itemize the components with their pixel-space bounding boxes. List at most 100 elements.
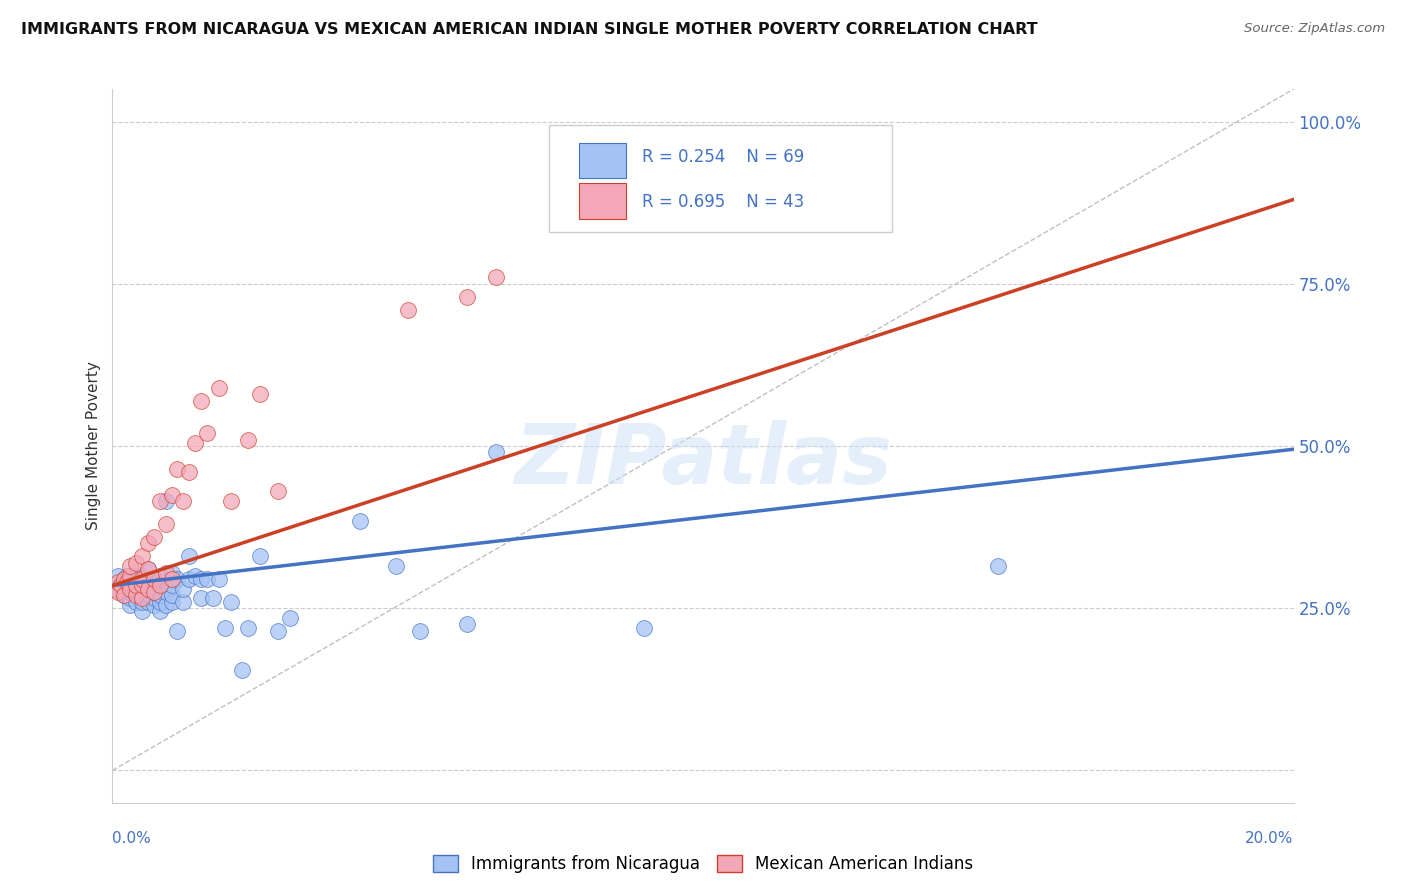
Point [166,624,188,638]
Point [107,582,129,596]
Point [125,556,148,570]
Point [131,595,153,609]
Point [104,582,127,596]
Point [160,566,183,580]
Text: IMMIGRANTS FROM NICARAGUA VS MEXICAN AMERICAN INDIAN SINGLE MOTHER POVERTY CORRE: IMMIGRANTS FROM NICARAGUA VS MEXICAN AME… [21,22,1038,37]
Point [125,585,148,599]
Point [120,598,142,612]
Point [120,582,142,596]
Point [155,516,177,531]
FancyBboxPatch shape [579,143,626,178]
FancyBboxPatch shape [550,125,891,232]
Point [120,578,142,592]
Point [131,572,153,586]
Point [120,585,142,599]
Legend: Immigrants from Nicaragua, Mexican American Indians: Immigrants from Nicaragua, Mexican Ameri… [426,848,980,880]
Point [160,488,183,502]
Point [112,588,135,602]
Point [160,595,183,609]
Point [385,559,408,574]
Point [160,572,183,586]
Point [125,578,148,592]
Point [190,393,212,408]
Point [267,484,290,499]
Point [633,621,655,635]
Point [142,598,165,612]
Point [136,595,159,609]
Point [120,572,142,586]
Text: ZIPatlas: ZIPatlas [515,420,891,500]
Point [117,588,138,602]
Point [249,549,271,564]
Point [120,591,142,606]
Text: 0.0%: 0.0% [112,831,152,846]
Text: R = 0.254    N = 69: R = 0.254 N = 69 [641,148,804,166]
Point [238,621,260,635]
Point [131,591,153,606]
Point [110,578,132,592]
Point [160,578,183,592]
Point [456,617,478,632]
Point [131,588,153,602]
Text: 20.0%: 20.0% [1246,831,1294,846]
Point [136,588,159,602]
Point [136,578,159,592]
Point [166,572,188,586]
Point [112,582,135,596]
Point [208,381,231,395]
Point [131,568,153,582]
Point [122,568,145,582]
Point [136,582,159,596]
Point [142,575,165,590]
Point [117,575,138,590]
Point [456,290,478,304]
Point [195,572,218,586]
Point [267,624,290,638]
Point [110,585,132,599]
Point [172,595,194,609]
Point [155,585,177,599]
Point [179,572,201,586]
Point [219,595,242,609]
Point [112,588,135,602]
Point [131,549,153,564]
Point [219,494,242,508]
Point [136,536,159,550]
Point [104,582,127,596]
FancyBboxPatch shape [579,184,626,219]
Point [142,530,165,544]
Point [125,578,148,592]
Point [155,566,177,580]
Point [112,572,135,586]
Point [349,514,371,528]
Point [155,494,177,508]
Point [172,582,194,596]
Point [149,595,172,609]
Y-axis label: Single Mother Poverty: Single Mother Poverty [86,361,101,531]
Point [166,461,188,475]
Point [190,572,212,586]
Point [131,578,153,592]
Point [408,624,430,638]
Point [238,433,260,447]
Point [142,585,165,599]
Point [120,559,142,574]
Point [278,611,301,625]
Point [107,585,129,599]
Point [149,568,172,582]
Point [179,549,201,564]
Point [155,598,177,612]
Point [136,562,159,576]
Point [125,595,148,609]
Point [120,568,142,582]
Point [179,465,201,479]
Point [120,582,142,596]
Point [201,591,224,606]
Point [110,578,132,592]
Point [184,435,207,450]
Point [231,663,253,677]
Point [149,588,172,602]
Point [107,575,129,590]
Point [485,270,508,285]
Point [142,591,165,606]
